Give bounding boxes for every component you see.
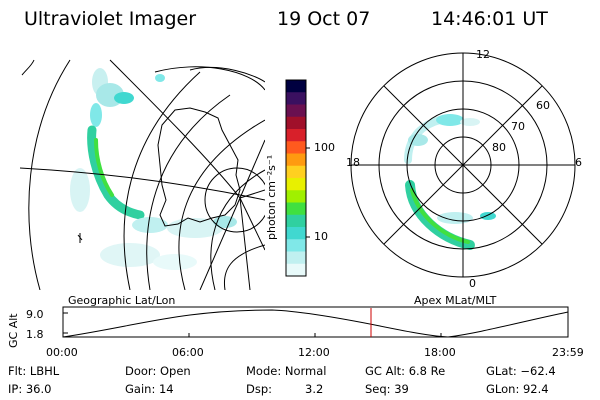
colorbar-swatch bbox=[286, 104, 306, 118]
timeline-left-title: Geographic Lat/Lon bbox=[68, 294, 176, 307]
colorbar-tick-10: 10 bbox=[314, 230, 328, 243]
info-filter: Flt: LBHL bbox=[8, 364, 60, 378]
lat-label-80: 80 bbox=[492, 141, 506, 154]
coastline-fragment bbox=[21, 59, 35, 76]
colorbar-swatch bbox=[286, 116, 306, 130]
info-mode: Mode: Normal bbox=[246, 364, 327, 378]
mlt-label-0: 0 bbox=[469, 277, 476, 290]
lat-label-60: 60 bbox=[536, 99, 550, 112]
mlt-label-6: 6 bbox=[575, 156, 582, 169]
info-gain: Gain: 14 bbox=[125, 382, 174, 396]
info-glat: GLat: −62.4 bbox=[486, 364, 556, 378]
timeline-right-title: Apex MLat/MLT bbox=[414, 294, 497, 307]
info-door: Door: Open bbox=[125, 364, 191, 378]
coastline bbox=[157, 107, 241, 227]
info-seq: Seq: 39 bbox=[365, 382, 409, 396]
colorbar-swatch bbox=[286, 129, 306, 142]
info-ip: IP: 36.0 bbox=[8, 382, 52, 396]
colorbar-swatch bbox=[286, 263, 306, 277]
colorbar-swatch bbox=[286, 202, 306, 216]
timeline-xtick-0000: 00:00 bbox=[46, 346, 78, 359]
header-time: 14:46:01 UT bbox=[431, 8, 548, 30]
colorbar-swatch bbox=[286, 190, 306, 203]
colorbar-swatch bbox=[286, 214, 306, 228]
info-glon: GLon: 92.4 bbox=[486, 382, 549, 396]
timeline-xtick-0600: 06:00 bbox=[172, 346, 204, 359]
header-date: 19 Oct 07 bbox=[277, 8, 371, 30]
info-dsp-label: Dsp: bbox=[246, 382, 273, 396]
colorbar-swatch bbox=[286, 178, 306, 191]
lat-label-70: 70 bbox=[511, 120, 525, 133]
colorbar-swatch bbox=[286, 153, 306, 167]
colorbar-swatch bbox=[286, 165, 306, 179]
colorbar-swatch bbox=[286, 92, 306, 105]
timeline-xtick-1800: 18:00 bbox=[424, 346, 456, 359]
timeline-ylabel: GC Alt bbox=[7, 313, 20, 348]
colorbar bbox=[285, 79, 310, 277]
mlt-label-12: 12 bbox=[476, 48, 490, 61]
colorbar-swatch bbox=[286, 227, 306, 240]
timeline-xtick-1200: 12:00 bbox=[298, 346, 330, 359]
coastline-mark bbox=[77, 233, 83, 243]
colorbar-swatch bbox=[286, 80, 306, 93]
colorbar-swatch bbox=[286, 239, 306, 252]
timeline-ytick-low: 1.8 bbox=[26, 328, 44, 341]
colorbar-swatch bbox=[286, 141, 306, 154]
colorbar-swatch bbox=[286, 251, 306, 265]
colorbar-label: photon cm⁻²s⁻¹ bbox=[265, 154, 278, 240]
info-gc-alt: GC Alt: 6.8 Re bbox=[365, 364, 446, 378]
colorbar-frame bbox=[285, 79, 307, 277]
timeline-ytick-high: 9.0 bbox=[26, 308, 44, 321]
info-dsp-value: 3.2 bbox=[305, 382, 324, 396]
mlt-label-18: 18 bbox=[346, 156, 360, 169]
header-title: Ultraviolet Imager bbox=[24, 8, 197, 30]
colorbar-tick-100: 100 bbox=[314, 141, 335, 154]
timeline-xtick-2359: 23:59 bbox=[552, 346, 584, 359]
